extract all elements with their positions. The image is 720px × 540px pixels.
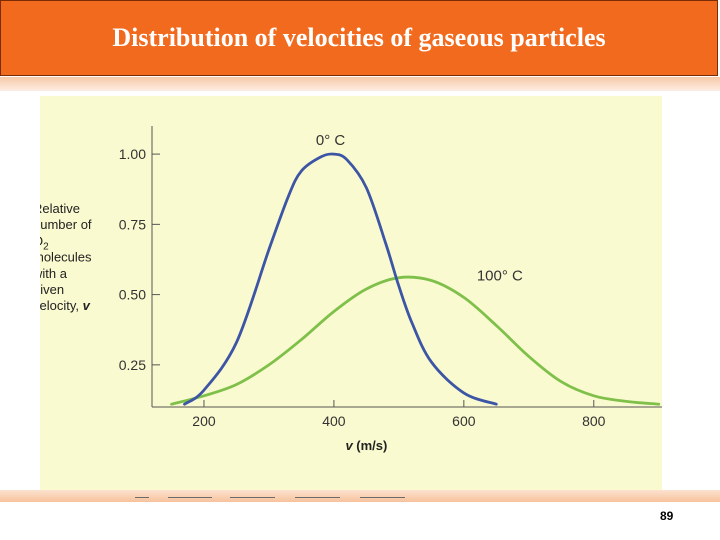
x-tick-label: 400: [322, 413, 346, 429]
y-axis-title-line: number of: [40, 217, 92, 232]
y-tick-label: 1.00: [119, 146, 146, 162]
y-axis-title-line: Relative: [40, 201, 80, 216]
chart-panel: 0.25 0.50 0.75 1.00 200 400 600 800 0° C 100° C v…: [40, 96, 662, 490]
series-label-100c: 100° C: [477, 268, 523, 285]
y-axis-title-line: molecules: [40, 250, 92, 265]
x-tick-label: 200: [192, 413, 216, 429]
y-axis-title-line: velocity, v: [40, 298, 91, 313]
decorative-lines: [130, 497, 420, 501]
series-line-100c: [170, 275, 661, 406]
decorative-band-top: [0, 77, 720, 91]
x-tick-label: 600: [452, 413, 476, 429]
page-number: 89: [660, 509, 674, 523]
y-tick-label: 0.50: [119, 287, 146, 303]
series-label-0c: 0° C: [316, 132, 346, 149]
series-line-0c: [183, 152, 498, 406]
slide-title: Distribution of velocities of gaseous pa…: [112, 23, 606, 52]
x-axis-title: v (m/s): [345, 438, 387, 453]
x-tick-label: 800: [582, 413, 606, 429]
y-axis-title-line: given: [40, 282, 64, 297]
y-tick-label: 0.25: [119, 357, 146, 373]
y-tick-label: 0.75: [119, 216, 146, 232]
decorative-band-bottom: [0, 490, 720, 502]
y-axis-title-line: with a: [40, 266, 68, 281]
title-bar: Distribution of velocities of gaseous pa…: [0, 0, 718, 76]
y-axis-title-line: O2: [40, 233, 49, 252]
velocity-distribution-chart: 0.25 0.50 0.75 1.00 200 400 600 800 0° C 100° C v…: [40, 126, 662, 453]
